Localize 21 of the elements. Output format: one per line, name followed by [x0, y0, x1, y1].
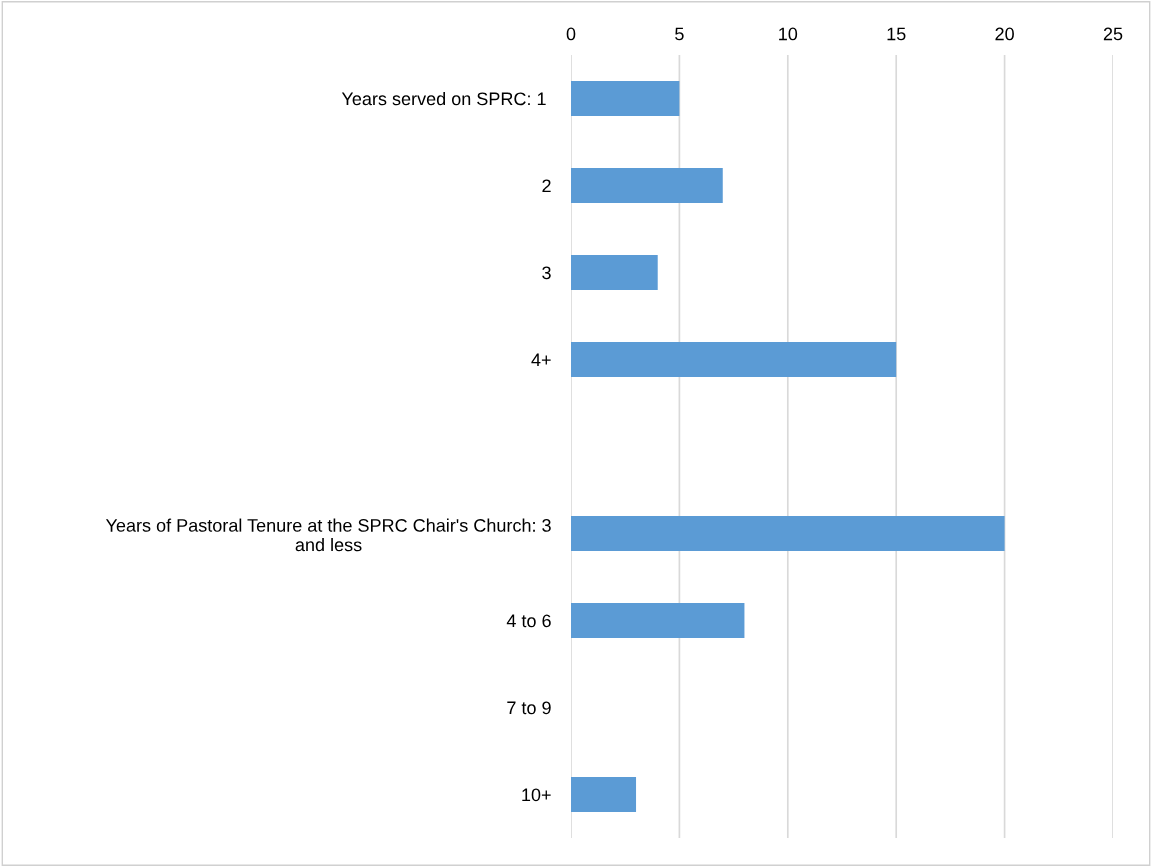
x-tick-label: 20 [995, 27, 1014, 41]
y-tick-label: 4 to 6 [506, 614, 551, 628]
x-tick-label: 10 [779, 27, 798, 41]
x-tick-label: 15 [887, 27, 906, 41]
bar [571, 168, 723, 203]
bar [571, 777, 637, 812]
y-tick-label: Years of Pastoral Tenure at the SPRC Chair's Church: 3 and less [105, 518, 551, 552]
bar [571, 255, 658, 290]
x-tick-label: 5 [675, 27, 684, 41]
y-tick-label: 3 [542, 266, 551, 280]
y-tick-label: Years served on SPRC: 1 [341, 91, 546, 106]
x-tick-label: 0 [566, 27, 576, 41]
bar [571, 516, 1005, 551]
bar [571, 603, 745, 638]
y-tick-label: 7 to 9 [507, 701, 551, 715]
y-tick-label: 4+ [531, 353, 551, 367]
y-tick-label: 2 [542, 179, 551, 193]
bar [571, 342, 897, 377]
bar [571, 81, 680, 116]
y-tick-label: 10+ [522, 788, 551, 802]
x-tick-label: 25 [1103, 27, 1123, 41]
